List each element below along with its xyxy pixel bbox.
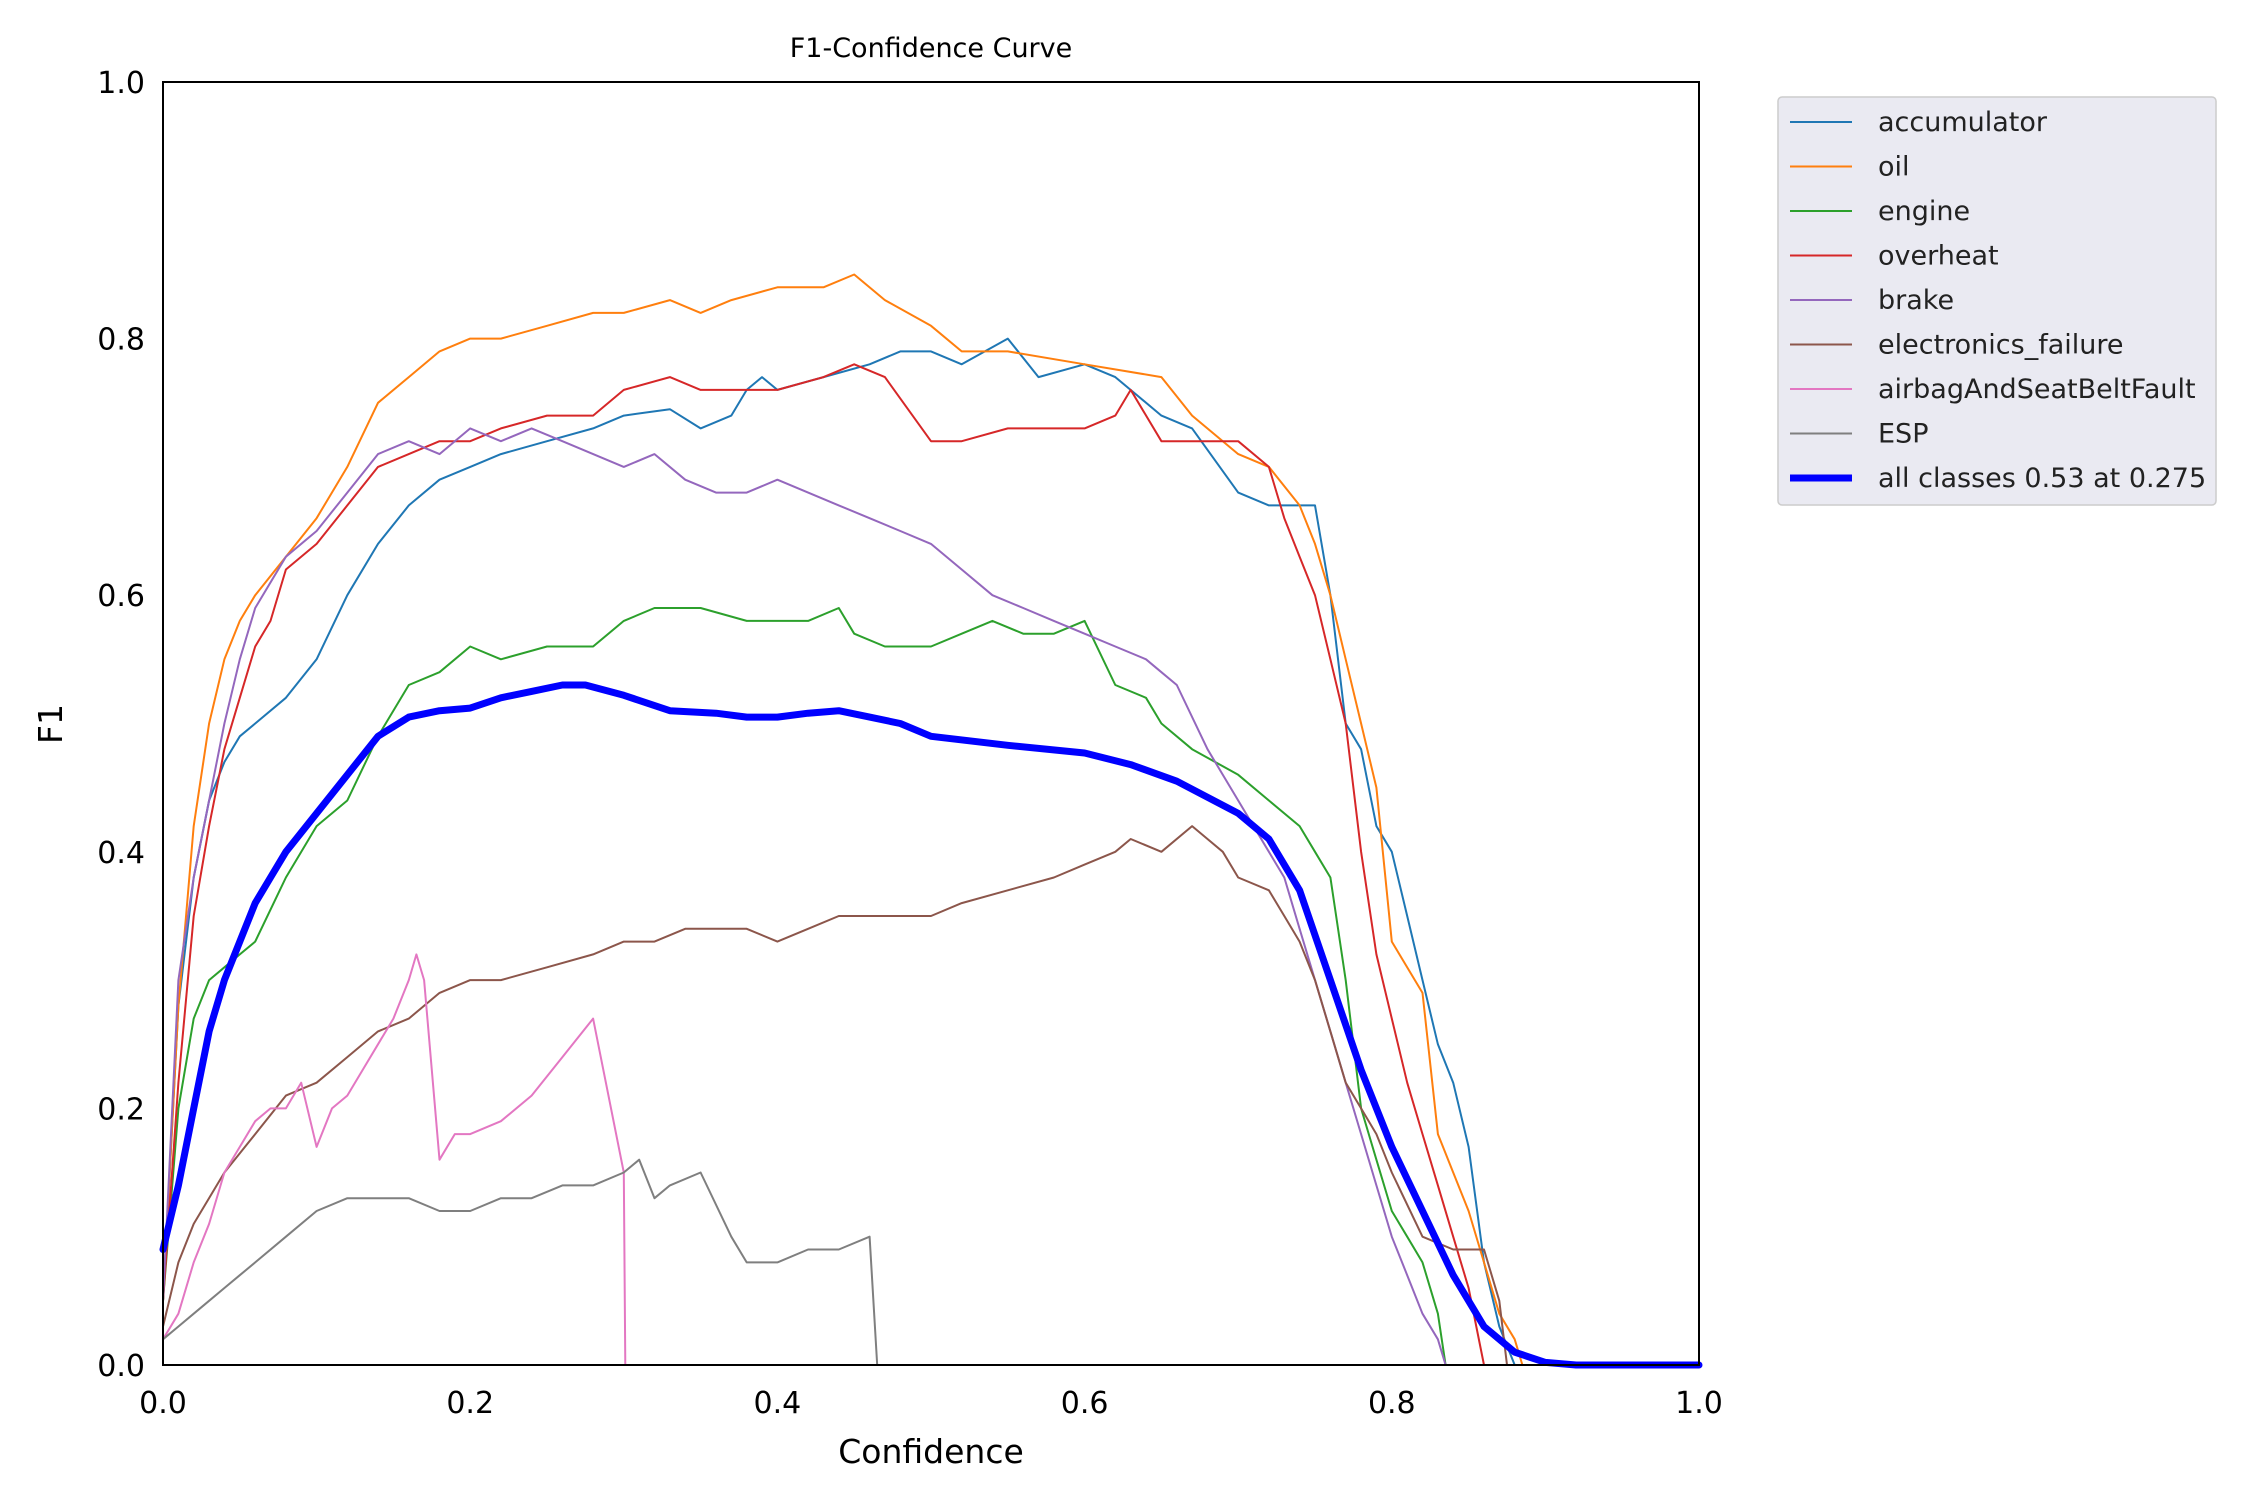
series-line-all-classes-0-53-at-0-275 — [159, 681, 1703, 1369]
y-tick-label: 0.0 — [97, 1349, 145, 1384]
series-line-brake — [162, 427, 1700, 1366]
plot-area — [159, 273, 1703, 1369]
series-line-electronics-failure — [162, 825, 1700, 1366]
legend-box — [1777, 96, 2217, 506]
legend: accumulator oil engine overheat brake electro… — [1777, 96, 2217, 506]
y-tick-label: 0.8 — [97, 323, 145, 358]
legend-label: oil — [1878, 152, 1910, 183]
series-line-oil — [162, 273, 1700, 1366]
x-tick-label: 1.0 — [1675, 1386, 1723, 1421]
series-line-engine — [162, 607, 1700, 1366]
y-tick-label: 0.6 — [97, 579, 145, 614]
x-axis: 0.0 0.2 0.4 0.6 0.8 1.0 — [139, 1386, 1723, 1421]
x-tick-label: 0.0 — [139, 1386, 187, 1421]
x-tick-label: 0.2 — [446, 1386, 494, 1421]
y-tick-label: 0.2 — [97, 1092, 145, 1127]
x-axis-title: Confidence — [838, 1432, 1024, 1471]
legend-label: engine — [1878, 196, 1970, 227]
y-axis: 0.0 0.2 0.4 0.6 0.8 1.0 — [97, 66, 145, 1384]
x-tick-label: 0.6 — [1061, 1386, 1109, 1421]
series-line-airbagandseatbeltfault — [162, 953, 1700, 1366]
series-line-esp — [162, 1158, 1700, 1366]
x-tick-label: 0.8 — [1368, 1386, 1416, 1421]
chart-title: F1-Confidence Curve — [790, 33, 1073, 64]
legend-label: electronics_failure — [1878, 330, 2124, 361]
legend-label: accumulator — [1878, 107, 2048, 138]
series-line-overheat — [162, 363, 1700, 1366]
y-tick-label: 1.0 — [97, 66, 145, 101]
legend-label: airbagAndSeatBeltFault — [1878, 374, 2196, 405]
series-line-accumulator — [162, 337, 1700, 1366]
legend-label: brake — [1878, 285, 1954, 316]
legend-label: ESP — [1878, 419, 1928, 450]
legend-label: all classes 0.53 at 0.275 — [1878, 463, 2206, 494]
y-axis-title: F1 — [31, 704, 70, 744]
y-tick-label: 0.4 — [97, 836, 145, 871]
legend-label: overheat — [1878, 241, 1999, 272]
x-tick-label: 0.4 — [754, 1386, 802, 1421]
plot-frame — [162, 81, 1700, 1366]
